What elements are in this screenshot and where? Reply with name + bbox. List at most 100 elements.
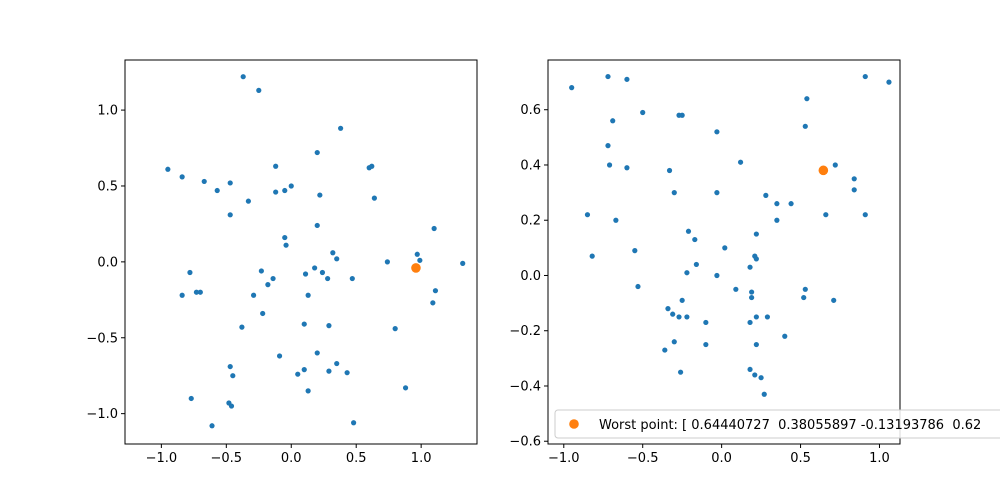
left-series-0-point [325,275,331,282]
right-y-tick-label: 0.2 [520,214,541,229]
left-x-tick-label: 0.0 [281,451,302,466]
right-series-0-point [589,253,595,259]
left-series-0-point [334,360,340,367]
right-x-tick-label: 1.0 [869,451,890,466]
right-series-0-point [714,190,720,196]
right-series-0-point [862,212,868,218]
left-series-0-point [417,257,423,263]
left-series-0-point [282,187,288,194]
left-series-0-point [344,370,350,376]
left-series-0-point [209,423,215,429]
left-series-0-point [302,271,309,277]
legend: Worst point: [ 0.64440727 0.38055897 -0.… [554,409,1000,439]
left-series-0-point [338,125,344,131]
right-series-0-point [831,297,837,303]
left-x-tick-label: −0.5 [211,451,243,466]
right-series-0-point [714,129,720,135]
left-series-0-point [283,242,289,248]
left-series-0-point [371,195,377,201]
left-series-0-point [460,260,466,266]
left-scatter-points [165,74,466,429]
right-series-0-point [862,73,868,80]
right-x-tick-label: 0.5 [790,451,811,466]
left-series-0-point [319,269,326,276]
left-y-tick-label: 0.0 [97,255,118,270]
left-series-0-point [430,300,436,306]
left-series-0-point [334,256,340,262]
left-series-0-point [193,289,200,295]
left-series-0-point [245,198,251,204]
left-series-0-point [239,324,245,330]
left-series-0-point [301,367,307,373]
right-series-0-point [714,272,720,279]
left-x-tick-label: −1.0 [146,451,178,466]
right-y-tick-label: 0.4 [520,158,541,173]
left-series-0-point [330,250,336,256]
right-series-0-point [606,162,613,168]
right-series-0-point [782,333,788,339]
right-series-0-point [670,311,676,317]
right-series-0-point [605,73,611,80]
right-series-0-point [752,372,758,378]
right-series-0-point [753,231,759,237]
left-series-0-point [228,403,235,409]
right-series-0-point [747,319,753,326]
right-scatter-plot: −1.0 −0.5 0.0 0.5 1.0 −0.6 −0.4 −0.2 0.0 0.2 0.4 0… [509,59,901,466]
left-y-tick-label: 0.5 [97,179,118,194]
right-series-0-point [764,314,771,320]
right-series-0-point [624,76,630,82]
right-scatter-points [569,73,892,397]
left-series-0-point [314,350,320,356]
right-series-0-point [693,261,699,268]
left-series-0-point [258,268,264,274]
right-series-0-point [788,201,794,207]
right-y-tick-label: −0.4 [509,379,541,394]
right-series-0-point [832,162,838,168]
right-series-0-point [802,286,808,292]
left-series-0-point [349,275,355,282]
right-series-0-point [753,314,759,320]
left-x-tick-label: 1.0 [411,451,432,466]
left-series-0-point [414,251,420,257]
left-series-0-point [265,282,271,288]
left-series-1-point [411,263,421,273]
right-x-tick-label: −0.5 [627,451,659,466]
left-y-axis: −1.0 −0.5 0.0 0.5 1.0 [86,104,125,422]
right-series-0-point [684,270,690,276]
left-series-0-point [392,326,398,332]
right-y-tick-label: −0.2 [509,324,541,339]
right-series-0-point [685,228,692,234]
right-series-1-point [818,165,829,176]
left-series-0-point [369,163,375,169]
right-series-0-point [671,190,677,196]
left-series-0-point [187,269,193,276]
right-series-0-point [737,159,744,165]
left-series-0-point [314,149,320,156]
right-series-0-point [749,294,755,301]
right-series-0-point [665,306,671,312]
left-series-0-point [240,74,246,80]
left-series-0-point [256,87,262,93]
left-series-0-point [432,288,439,294]
left-series-0-point [317,192,323,198]
left-axes-frame [124,59,478,445]
left-series-0-point [273,163,279,169]
left-series-0-point [301,321,307,327]
left-series-0-point [179,174,185,180]
left-series-0-point [295,371,301,377]
left-y-tick-label: −1.0 [86,407,118,422]
right-series-0-point [671,339,677,345]
right-series-0-point [774,201,780,207]
left-series-0-point [351,420,357,426]
right-series-0-point [851,187,857,193]
right-x-tick-label: 0.0 [711,451,732,466]
right-series-0-point [761,391,767,397]
left-y-tick-label: −0.5 [86,331,118,346]
right-series-0-point [613,217,619,223]
left-series-0-point [314,222,320,229]
right-series-0-point [802,123,808,129]
right-y-tick-label: −0.6 [509,435,541,450]
right-series-0-point [605,143,611,149]
right-series-0-point [610,118,616,124]
left-series-0-point [165,166,171,172]
